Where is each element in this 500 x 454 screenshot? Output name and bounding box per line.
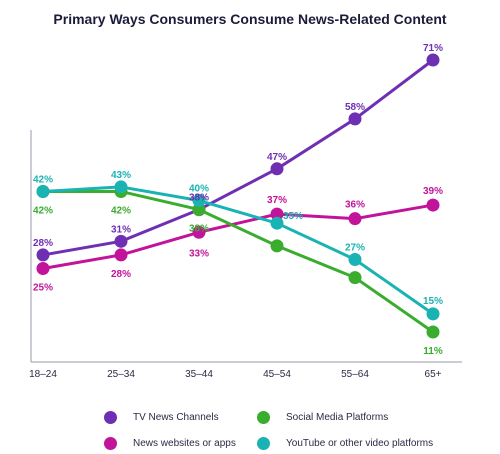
- data-label: 38%: [189, 224, 209, 235]
- data-point: [36, 184, 50, 198]
- series-line: [42, 185, 434, 316]
- data-label: 71%: [423, 43, 443, 54]
- data-point: [114, 248, 128, 262]
- data-label: 36%: [345, 200, 365, 211]
- data-label: 38%: [189, 193, 209, 204]
- data-label: 33%: [189, 248, 209, 259]
- x-tick-label: 45–54: [263, 369, 291, 380]
- data-label: 37%: [267, 195, 287, 206]
- data-point: [348, 112, 362, 126]
- data-label: 25%: [33, 283, 53, 294]
- data-point: [348, 271, 362, 285]
- data-label: 28%: [33, 238, 53, 249]
- series-line: [42, 203, 434, 271]
- data-point: [114, 180, 128, 194]
- data-label: 47%: [267, 152, 287, 163]
- data-label: 58%: [345, 102, 365, 113]
- x-tick-label: 35–44: [185, 369, 213, 380]
- data-point: [426, 198, 440, 212]
- data-label: 43%: [111, 170, 131, 181]
- x-tick-label: 65+: [425, 369, 442, 380]
- data-label: 35%: [283, 211, 303, 222]
- data-label: 15%: [423, 296, 443, 307]
- series-line: [42, 58, 434, 257]
- data-label: 40%: [189, 184, 209, 195]
- data-point: [36, 262, 50, 276]
- data-label: 42%: [33, 205, 53, 216]
- data-point: [36, 248, 50, 262]
- data-point: [192, 194, 206, 208]
- data-label: 11%: [423, 346, 443, 357]
- data-point: [426, 307, 440, 321]
- data-point: [270, 162, 284, 176]
- data-point: [270, 216, 284, 230]
- data-label: 39%: [423, 186, 443, 197]
- data-label: 31%: [111, 224, 131, 235]
- data-point: [348, 252, 362, 266]
- data-label: 27%: [345, 242, 365, 253]
- data-point: [426, 325, 440, 339]
- data-point: [114, 234, 128, 248]
- x-tick-label: 25–34: [107, 369, 135, 380]
- data-point: [270, 207, 284, 221]
- data-point: [192, 203, 206, 217]
- data-label: 42%: [111, 205, 131, 216]
- data-label: 28%: [111, 269, 131, 280]
- data-point: [348, 212, 362, 226]
- x-tick-label: 18–24: [29, 369, 57, 380]
- data-point: [270, 239, 284, 253]
- series-line: [43, 189, 434, 334]
- x-tick-label: 55–64: [341, 369, 369, 380]
- data-point: [426, 53, 440, 67]
- data-point: [192, 225, 206, 239]
- chart-title: Primary Ways Consumers Consume News-Rela…: [53, 11, 447, 27]
- data-label: 42%: [33, 174, 53, 185]
